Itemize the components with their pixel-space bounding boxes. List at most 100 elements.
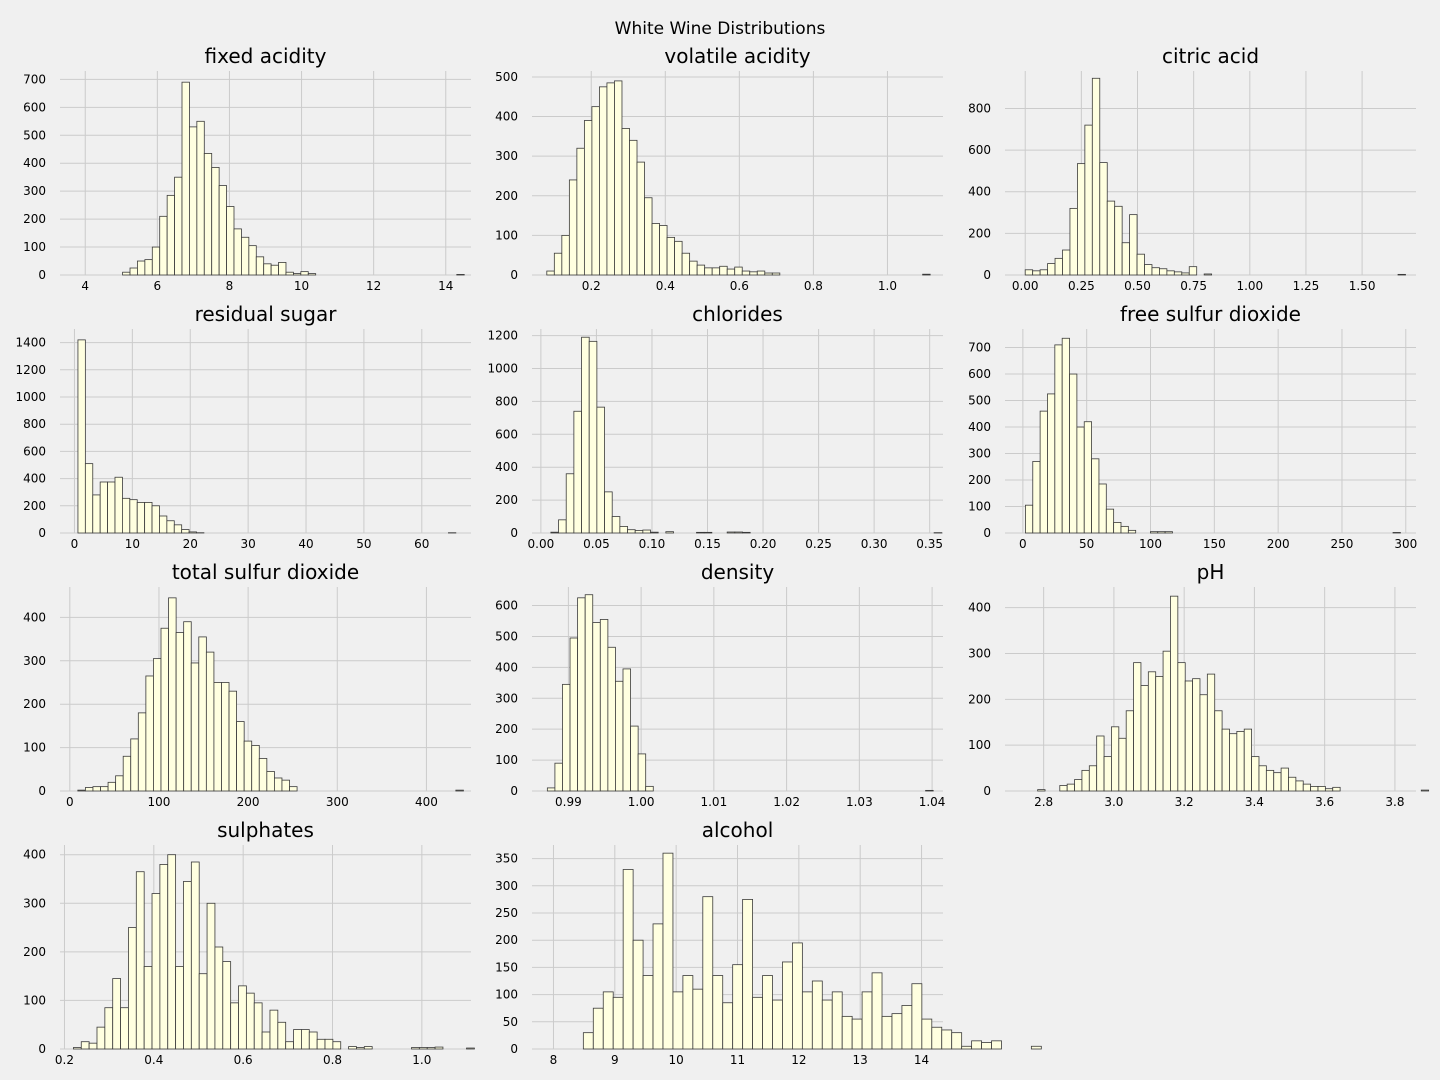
alcohol-bar (702, 896, 714, 1050)
volatile-acidity-ytick-label: 500 (495, 70, 518, 84)
sulphates-bar (301, 1029, 310, 1050)
ph-bar (1088, 765, 1098, 792)
ph-bar (1111, 726, 1120, 792)
ph-bar (1155, 675, 1164, 792)
alcohol-bar (632, 939, 644, 1050)
ph-xtick-label: 3.8 (1385, 795, 1404, 809)
ph-bar (1236, 731, 1245, 792)
ph-bar (1420, 789, 1430, 792)
total-sulfur-dioxide-ytick-label: 100 (23, 741, 46, 755)
alcohol-bar (991, 1040, 1002, 1050)
sulphates-bar (104, 1007, 114, 1050)
total-sulfur-dioxide-bar (160, 627, 169, 792)
citric-acid-title: citric acid (1162, 44, 1259, 68)
density-bars (546, 594, 934, 792)
free-sulfur-dioxide-xtick-label: 100 (1139, 537, 1162, 551)
sulphates-title: sulphates (217, 818, 314, 842)
density-bar (607, 646, 616, 792)
chlorides-bar (611, 516, 621, 534)
density-ytick-label: 400 (495, 660, 518, 674)
chlorides-bar (742, 531, 751, 534)
sulphates-bar (238, 985, 247, 1050)
histogram-total-sulfur-dioxide: 0 100 200 300 400 0 100 200 300 400 total sulfur d… (23, 560, 471, 809)
sulphates-bar (269, 1009, 279, 1050)
fixed-acidity-title: fixed acidity (205, 44, 327, 68)
sulphates-xtick-label: 0.8 (323, 1053, 342, 1067)
chlorides-ytick-label: 200 (495, 493, 518, 507)
ph-bar (1140, 685, 1149, 792)
sulphates-xtick-label: 0.4 (144, 1053, 163, 1067)
sulphates-bar (230, 1002, 239, 1050)
free-sulfur-dioxide-bar (1392, 532, 1401, 534)
alcohol-bar (891, 1013, 903, 1050)
ph-bar (1162, 650, 1171, 792)
sulphates-bar (143, 966, 153, 1050)
fixed-acidity-ytick-label: 0 (38, 268, 46, 282)
alcohol-bar (722, 1002, 734, 1050)
ph-bar (1251, 756, 1260, 792)
volatile-acidity-bar (606, 82, 615, 276)
chlorides-xtick-label: 0.15 (694, 537, 721, 551)
ph-bar (1214, 710, 1223, 792)
citric-acid-xtick-label: 0.00 (1012, 279, 1039, 293)
sulphates-bar (151, 893, 161, 1050)
alcohol-bar (951, 1032, 963, 1050)
density-xtick-label: 1.00 (628, 795, 655, 809)
fixed-acidity-ytick-label: 600 (23, 100, 46, 114)
chlorides-xtick-label: 0.05 (583, 537, 610, 551)
histogram-residual-sugar: 0 10 20 30 40 50 600200400600800100012001400re… (15, 302, 471, 551)
chlorides-ytick-label: 1200 (487, 329, 518, 343)
ph-bar (1229, 733, 1238, 792)
fixed-acidity-bar (189, 126, 198, 276)
alcohol-ytick-label: 100 (495, 988, 518, 1002)
total-sulfur-dioxide-bar (455, 789, 464, 792)
volatile-acidity-bars (546, 80, 931, 276)
citric-acid-xtick-label: 0.75 (1180, 279, 1207, 293)
chlorides-bar (642, 529, 651, 534)
sulphates-ytick-label: 400 (23, 848, 46, 862)
ph-bar (1177, 662, 1186, 792)
total-sulfur-dioxide-bars (77, 597, 464, 792)
residual-sugar-xtick-label: 40 (298, 537, 313, 551)
chlorides-bar (703, 531, 713, 534)
alcohol-bar (672, 991, 684, 1050)
free-sulfur-dioxide-bar (1127, 529, 1137, 534)
ph-ytick-label: 100 (968, 738, 991, 752)
alcohol-bar (692, 988, 704, 1050)
ph-bar (1258, 765, 1267, 792)
volatile-acidity-bar (576, 147, 585, 276)
fixed-acidity-ytick-label: 500 (23, 128, 46, 142)
alcohol-bar (971, 1040, 982, 1050)
fixed-acidity-ytick-label: 100 (23, 240, 46, 254)
free-sulfur-dioxide-ytick-label: 600 (968, 367, 991, 381)
alcohol-bar (931, 1026, 943, 1050)
fixed-acidity-bar (456, 274, 465, 276)
free-sulfur-dioxide-xtick-label: 300 (1394, 537, 1417, 551)
chlorides-xtick-label: 0.00 (528, 537, 555, 551)
total-sulfur-dioxide-bar (198, 636, 207, 792)
chlorides-ytick-label: 0 (510, 526, 518, 540)
density-bar (925, 789, 934, 792)
citric-acid-grid (1005, 71, 1416, 276)
citric-acid-ytick-label: 0 (983, 268, 991, 282)
total-sulfur-dioxide-ytick-label: 400 (23, 610, 46, 624)
fixed-acidity-bars (122, 81, 465, 276)
alcohol-bar (841, 1015, 853, 1050)
chlorides-bars (550, 336, 943, 534)
density-bar (637, 753, 647, 792)
ph-bar (1273, 772, 1282, 792)
histogram-sulphates: 0.2 0.4 0.6 0.8 1.0 0 100 200 300 400 sulphates (23, 818, 475, 1067)
volatile-acidity-ytick-label: 300 (495, 149, 518, 163)
alcohol-bar (792, 942, 803, 1050)
residual-sugar-title: residual sugar (195, 302, 338, 326)
alcohol-bar (861, 991, 873, 1050)
free-sulfur-dioxide-xtick-label: 50 (1079, 537, 1094, 551)
sulphates-bar (198, 973, 208, 1050)
residual-sugar-ytick-label: 1000 (15, 390, 46, 404)
volatile-acidity-bar (583, 120, 593, 276)
density-ytick-label: 200 (495, 722, 518, 736)
citric-acid-bar (1084, 124, 1093, 276)
fixed-acidity-bar (307, 273, 317, 276)
volatile-acidity-bar (614, 80, 623, 276)
alcohol-xtick-label: 9 (611, 1053, 619, 1067)
